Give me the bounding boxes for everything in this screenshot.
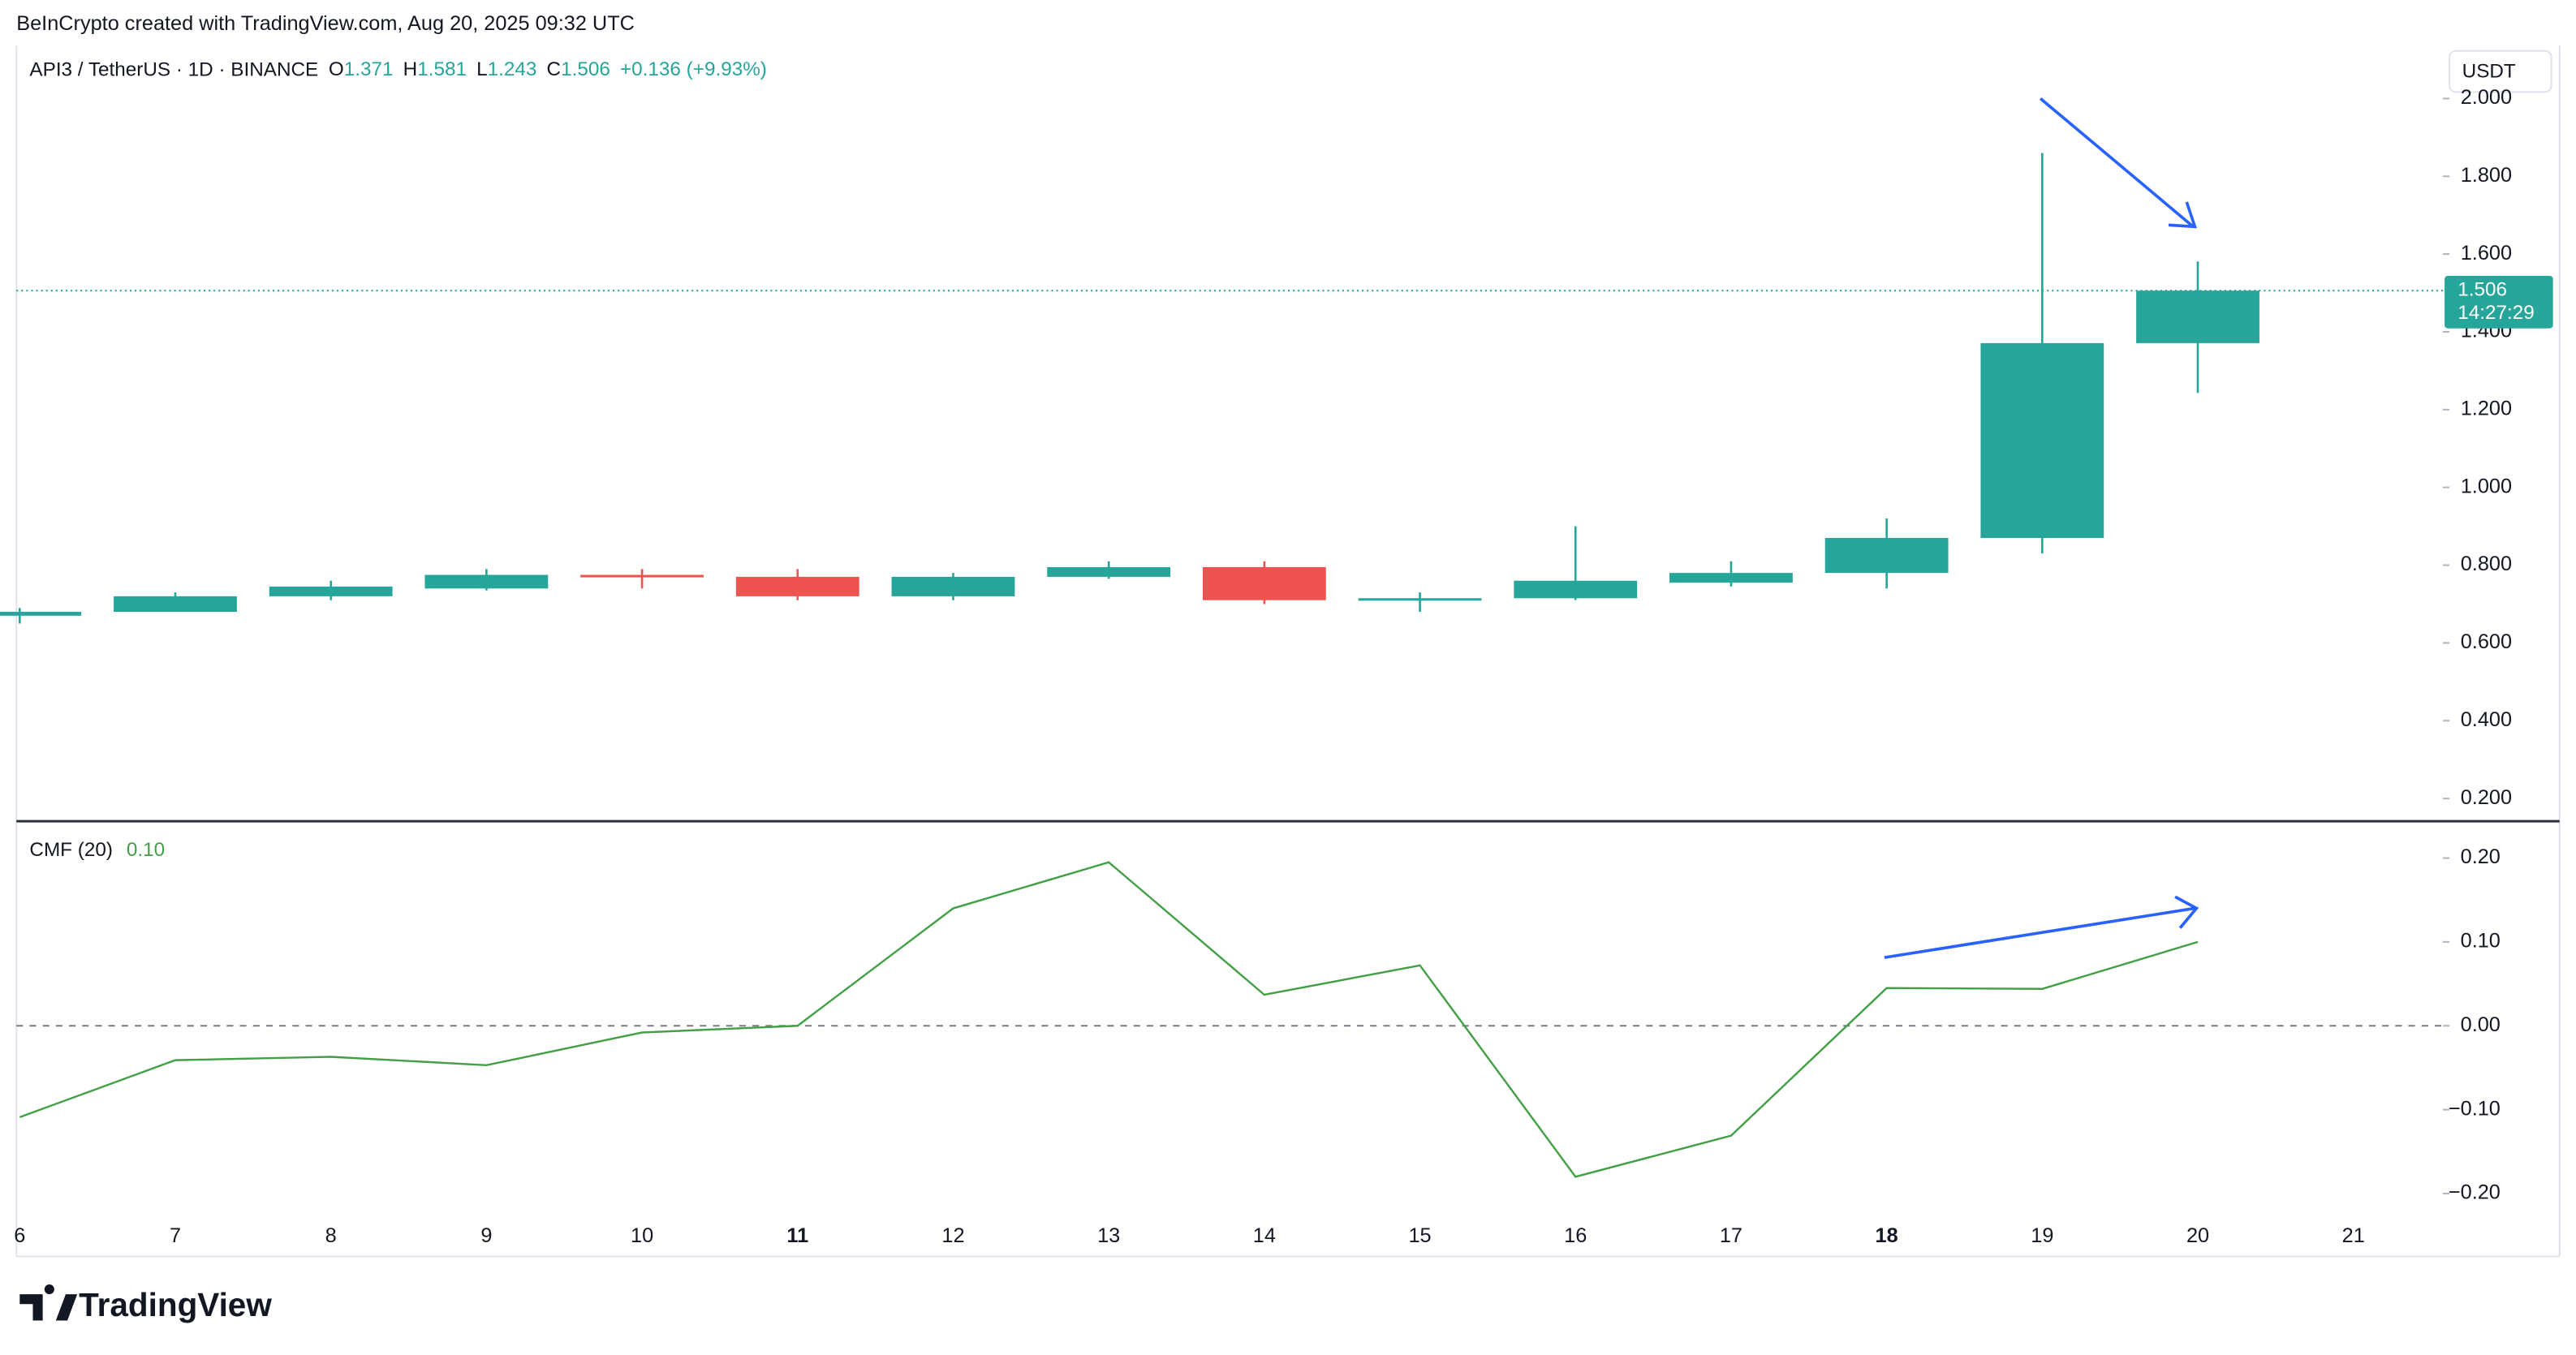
ohlc-legend: O1.371 H1.581 L1.243 C1.506 +0.136 (+9.93%) <box>329 58 767 80</box>
candle-body <box>1980 342 2104 538</box>
x-tick-label: 10 <box>631 1224 653 1247</box>
candle-body <box>424 574 549 589</box>
candle-body <box>1514 580 1638 599</box>
x-tick-label: 13 <box>1097 1224 1120 1247</box>
y-tick-label: 1.800 <box>2461 164 2512 187</box>
ohlc-letter: L <box>476 58 488 80</box>
ohlc-letter: C <box>547 58 562 80</box>
credit: BeInCrypto created with TradingView.com,… <box>16 12 635 35</box>
candle-body <box>580 574 704 578</box>
cmf-line <box>19 861 2199 1178</box>
arrow-line <box>1884 906 2195 959</box>
ohlc-value: 1.371 <box>344 58 394 80</box>
candle-body <box>0 612 82 616</box>
ohlc-value: 1.506 <box>561 58 610 80</box>
last-price-box <box>2445 275 2553 329</box>
annotation-arrows <box>1884 97 2199 959</box>
candle-body <box>1669 573 1793 583</box>
x-tick-label: 7 <box>170 1224 181 1247</box>
y-tick-label: −0.20 <box>2449 1181 2501 1204</box>
candle-body <box>1358 598 1482 601</box>
logo: TradingView <box>19 1284 272 1323</box>
y-tick-label: −0.10 <box>2449 1097 2501 1120</box>
x-tick-label: 12 <box>941 1224 964 1247</box>
arrow-head <box>2168 201 2197 229</box>
x-tick-label: 17 <box>1720 1224 1742 1247</box>
y-tick-label: 0.600 <box>2461 630 2512 653</box>
candle-body <box>2136 290 2259 343</box>
y-tick-label: 0.200 <box>2461 786 2512 809</box>
y-tick-label: 0.00 <box>2461 1013 2501 1036</box>
last-price-label: 1.506 <box>2458 279 2507 301</box>
x-tick-label: 19 <box>2031 1224 2053 1247</box>
change-label: +0.136 (+9.93%) <box>620 58 767 80</box>
y-tick-label: 1.200 <box>2461 398 2512 420</box>
x-tick-label: 6 <box>14 1224 25 1247</box>
candle-body <box>1202 566 1326 600</box>
x-tick-label: 15 <box>1408 1224 1431 1247</box>
candle-body <box>1824 537 1949 574</box>
arrow-head <box>2174 895 2199 929</box>
x-tick-label: 18 <box>1876 1224 1898 1247</box>
candle-body <box>1047 566 1171 577</box>
x-tick-label: 9 <box>480 1224 492 1247</box>
y-tick-label: 1.600 <box>2461 242 2512 265</box>
x-tick-label: 16 <box>1564 1224 1587 1247</box>
x-tick-label: 11 <box>786 1224 808 1247</box>
ohlc-letter: O <box>329 58 344 80</box>
y-tick-label: 0.20 <box>2461 845 2501 868</box>
candle-body <box>735 576 859 596</box>
logo-text: TradingView <box>79 1286 272 1323</box>
y-tick-label: 0.800 <box>2461 553 2512 575</box>
cmf-title: CMF (20) <box>29 839 113 861</box>
countdown: 14:27:29 <box>2458 302 2535 324</box>
candle-body <box>269 586 393 596</box>
x-tick-label: 21 <box>2342 1224 2365 1247</box>
y-tick-label: 2.000 <box>2461 86 2512 109</box>
arrow-line <box>2039 97 2195 228</box>
y-tick-label: 0.400 <box>2461 708 2512 731</box>
candle-body <box>891 576 1015 596</box>
logo-icon <box>19 1284 78 1321</box>
x-tick-label: 8 <box>325 1224 337 1247</box>
cmf-last-value: 0.10 <box>127 839 165 861</box>
ohlc-letter: H <box>403 58 418 80</box>
candle-body <box>114 596 237 613</box>
symbol-title: API3 / TetherUS · 1D · BINANCE <box>29 58 318 80</box>
y-tick-label: 1.000 <box>2461 475 2512 497</box>
currency-box[interactable] <box>2449 49 2552 93</box>
x-tick-label: 20 <box>2186 1224 2209 1247</box>
x-tick-label: 14 <box>1253 1224 1276 1247</box>
ohlc-value: 1.243 <box>488 58 537 80</box>
currency[interactable]: USDT <box>2462 60 2516 82</box>
y-tick-label: 0.10 <box>2461 930 2501 953</box>
ohlc-value: 1.581 <box>417 58 467 80</box>
